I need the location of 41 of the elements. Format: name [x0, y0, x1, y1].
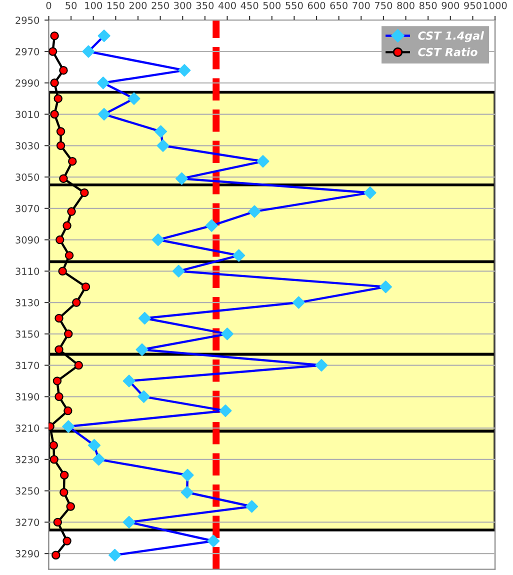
x-tick-label: 1000: [484, 2, 507, 10]
y-tick-label: 2990: [16, 79, 40, 87]
x-tick-label: 450: [240, 2, 258, 10]
x-tick-label: 350: [196, 2, 214, 10]
y-tick-label: 3070: [16, 204, 40, 212]
y-tick-label: 3150: [16, 330, 40, 338]
x-tick-label: 600: [308, 2, 326, 10]
x-tick-label: 800: [397, 2, 414, 10]
x-tick-label: 50: [66, 2, 77, 10]
x-tick-label: 750: [374, 2, 392, 10]
y-tick-label: 3130: [16, 299, 40, 306]
x-tick-label: 400: [218, 2, 236, 10]
y-tick-label: 2970: [16, 48, 40, 56]
x-tick-label: 700: [352, 2, 370, 10]
y-tick-label: 3010: [16, 110, 40, 118]
y-tick-label: 3230: [16, 456, 40, 464]
y-tick-label: 3110: [16, 268, 40, 275]
x-tick-label: 150: [107, 2, 124, 10]
x-tick-label: 650: [330, 2, 348, 10]
legend-label: CST Ratio: [418, 48, 478, 56]
y-tick-label: 3170: [16, 362, 40, 370]
y-tick-label: 3270: [16, 518, 40, 526]
y-tick-label: 3050: [16, 173, 40, 181]
x-tick-label: 250: [152, 2, 169, 10]
x-tick-label: 200: [129, 2, 147, 10]
y-tick-label: 3210: [16, 424, 40, 432]
x-tick-label: 950: [464, 2, 482, 10]
x-tick-label: 500: [263, 2, 281, 10]
y-tick-label: 3090: [16, 236, 40, 244]
x-tick-label: 0: [46, 2, 52, 10]
x-tick-label: 550: [286, 2, 303, 10]
x-tick-label: 850: [419, 2, 437, 10]
y-tick-label: 3250: [16, 487, 40, 495]
y-tick-label: 3190: [16, 393, 40, 400]
x-tick-label: 300: [174, 2, 192, 10]
y-tick-label: 3290: [16, 550, 40, 558]
y-tick-label: 3030: [16, 142, 40, 150]
x-tick-label: 900: [442, 2, 460, 10]
x-tick-label: 100: [85, 2, 102, 10]
y-tick-label: 2950: [16, 16, 40, 24]
legend-label: CST 1.4gal: [418, 31, 484, 42]
